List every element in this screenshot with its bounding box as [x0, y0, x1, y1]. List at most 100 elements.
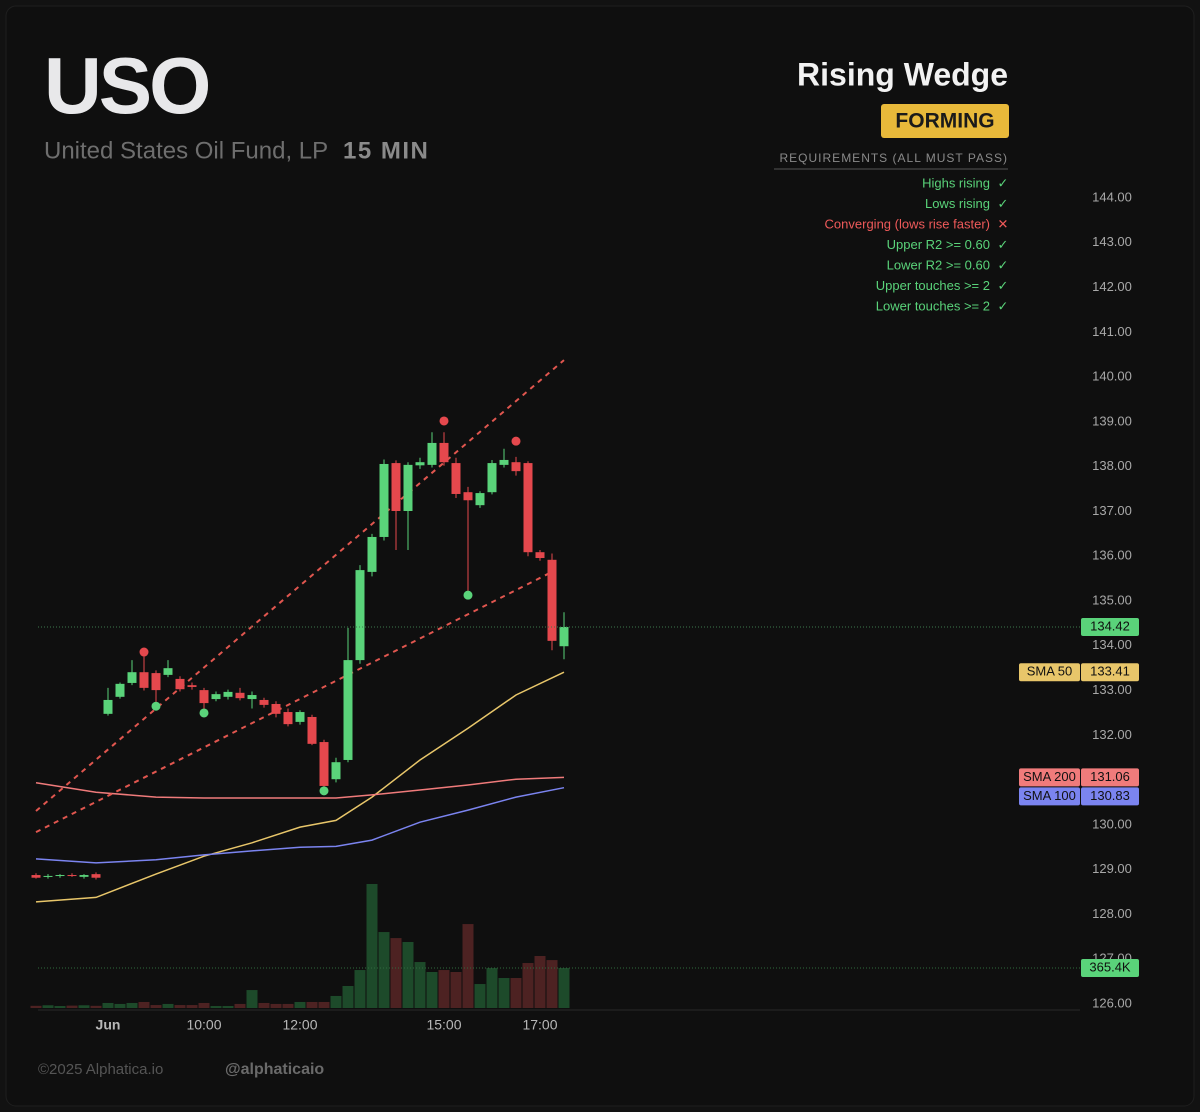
- y-tick-label: 143.00: [1092, 234, 1132, 249]
- volume-bar: [294, 1001, 306, 1008]
- requirement-text: Highs rising: [922, 175, 990, 190]
- y-tick-label: 137.00: [1092, 503, 1132, 518]
- candle-body: [283, 712, 293, 725]
- sma-name: SMA 200: [1023, 769, 1076, 784]
- candle-body: [331, 762, 341, 780]
- sma-value: 131.06: [1090, 769, 1130, 784]
- candle-body: [391, 463, 401, 511]
- volume-bar: [102, 1002, 114, 1008]
- candle-body: [271, 703, 281, 714]
- y-tick-label: 129.00: [1092, 861, 1132, 876]
- y-tick-label: 130.00: [1092, 816, 1132, 831]
- volume-bar: [54, 1006, 66, 1008]
- x-tick-label: 17:00: [522, 1017, 557, 1033]
- volume-bar: [330, 995, 342, 1008]
- requirement-text: Lower touches >= 2: [876, 298, 990, 313]
- sma-value: 133.41: [1090, 664, 1130, 679]
- sma-line: [35, 776, 565, 799]
- candle-body: [151, 673, 161, 691]
- candle-body: [343, 660, 353, 760]
- volume-bar: [426, 971, 438, 1008]
- requirement-text: Upper R2 >= 0.60: [887, 237, 990, 252]
- requirement-mark: ✓: [998, 257, 1009, 272]
- volume-bar: [246, 990, 258, 1008]
- volume-label: 365.4K: [1089, 959, 1131, 974]
- volume-bar: [522, 963, 534, 1008]
- interval: 15 MIN: [343, 137, 429, 164]
- y-tick-label: 135.00: [1092, 592, 1132, 607]
- volume-bar: [150, 1005, 162, 1008]
- volume-bar: [450, 971, 462, 1008]
- candle-body: [499, 459, 509, 465]
- requirements-title: REQUIREMENTS (ALL MUST PASS): [780, 151, 1008, 165]
- pivot-low: [319, 786, 329, 796]
- candle-body: [403, 464, 413, 511]
- y-tick-label: 126.00: [1092, 995, 1132, 1010]
- volume-bar: [498, 978, 510, 1008]
- pivot-low: [151, 701, 161, 711]
- volume-bar: [222, 1006, 234, 1008]
- sma-value-box: [1081, 768, 1139, 787]
- pivot-low: [463, 590, 473, 600]
- y-tick-label: 141.00: [1092, 324, 1132, 339]
- candle-body: [187, 685, 197, 687]
- candle-body: [487, 463, 497, 493]
- volume-bar: [438, 970, 450, 1008]
- candle-body: [319, 742, 329, 786]
- status-text: FORMING: [895, 110, 994, 133]
- volume-bar: [486, 968, 498, 1008]
- volume-bar: [258, 1002, 270, 1008]
- pivot-high: [139, 647, 149, 657]
- candle-body: [511, 462, 521, 472]
- volume-bar: [318, 1001, 330, 1008]
- sma-value-box: [1081, 663, 1139, 682]
- volume-bar: [186, 1005, 198, 1008]
- candle-body: [115, 683, 125, 697]
- volume-bar: [366, 884, 378, 1008]
- volume-bar: [474, 984, 486, 1008]
- candle-body: [247, 695, 257, 700]
- x-tick-label: 15:00: [426, 1017, 461, 1033]
- sma-name: SMA 100: [1023, 788, 1076, 803]
- x-tick-label: 12:00: [282, 1017, 317, 1033]
- y-tick-label: 133.00: [1092, 682, 1132, 697]
- volume-bar: [282, 1003, 294, 1008]
- y-tick-label: 140.00: [1092, 369, 1132, 384]
- copyright: ©2025 Alphatica.io: [38, 1061, 163, 1078]
- sma-name-box: [1019, 663, 1080, 682]
- candle-body: [235, 692, 245, 699]
- candle-body: [211, 694, 221, 700]
- volume-label-box: [1081, 959, 1139, 978]
- requirement-text: Lower R2 >= 0.60: [887, 257, 990, 272]
- candle-body: [175, 678, 185, 690]
- volume-bar: [42, 1005, 54, 1008]
- last-price-label: 134.42: [1090, 618, 1130, 633]
- volume-bar: [534, 956, 546, 1008]
- x-tick-label: 10:00: [186, 1017, 221, 1033]
- sma-value-box: [1081, 787, 1139, 806]
- volume-bar: [210, 1006, 222, 1008]
- requirement-mark: ✓: [998, 196, 1009, 211]
- volume-bar: [558, 968, 570, 1008]
- trendline: [35, 571, 553, 833]
- volume-bar: [30, 1005, 42, 1008]
- candle-body: [463, 492, 473, 501]
- volume-bar: [462, 924, 474, 1008]
- candle-body: [139, 672, 149, 688]
- candle-body: [451, 463, 461, 494]
- volume-bar: [114, 1003, 126, 1008]
- requirement-text: Lows rising: [925, 196, 990, 211]
- requirement-mark: ✓: [998, 298, 1009, 313]
- volume-bar: [78, 1005, 90, 1008]
- handle: @alphaticaio: [225, 1061, 324, 1078]
- volume-bar: [270, 1003, 282, 1008]
- candle-body: [367, 536, 377, 572]
- requirement-mark: ✓: [998, 237, 1009, 252]
- volume-bar: [126, 1002, 138, 1008]
- y-tick-label: 144.00: [1092, 189, 1132, 204]
- candle-body: [475, 493, 485, 506]
- y-tick-label: 128.00: [1092, 906, 1132, 921]
- y-tick-label: 132.00: [1092, 727, 1132, 742]
